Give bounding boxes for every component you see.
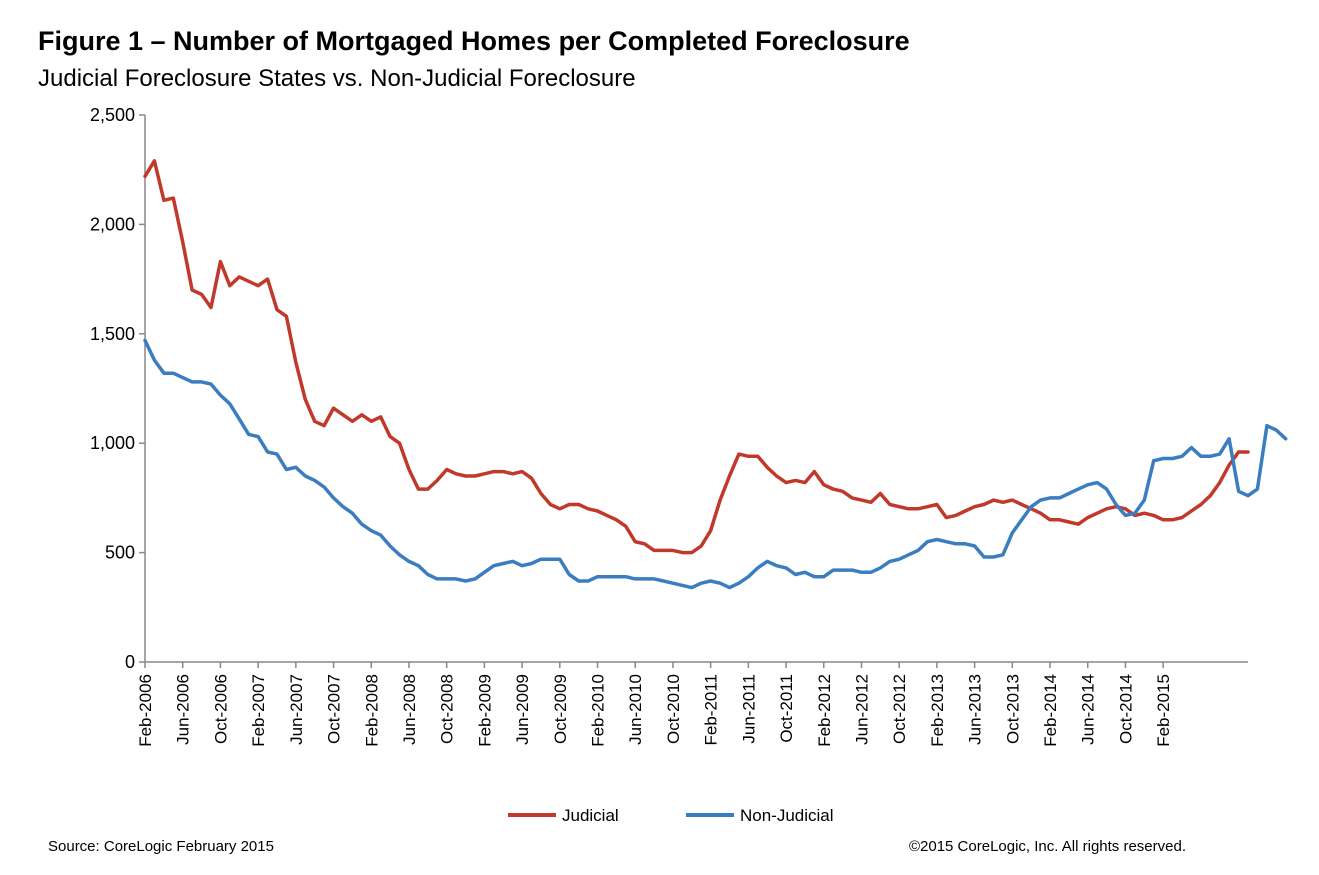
x-tick-label: Jun-2008 [400, 674, 419, 745]
x-tick-label: Feb-2013 [928, 674, 947, 747]
x-tick-label: Feb-2011 [702, 674, 721, 746]
x-tick-label: Feb-2010 [589, 674, 608, 747]
x-tick-label: Feb-2009 [475, 674, 494, 747]
legend-label-non-judicial: Non-Judicial [740, 806, 834, 825]
y-tick-label: 0 [125, 652, 135, 672]
x-tick-label: Jun-2007 [287, 674, 306, 745]
x-tick-label: Jun-2006 [174, 674, 193, 745]
x-tick-label: Feb-2006 [136, 674, 155, 747]
chart-subtitle: Judicial Foreclosure States vs. Non-Judi… [38, 65, 636, 92]
x-tick-label: Feb-2012 [815, 674, 834, 747]
x-tick-label: Jun-2013 [966, 674, 985, 745]
series-layer [143, 159, 1288, 590]
x-tick-label: Oct-2013 [1003, 674, 1022, 744]
x-tick-label: Oct-2011 [777, 674, 796, 743]
x-axis: Feb-2006 Jun-2006 Oct-2006 Feb-2007 Jun-2007… [136, 661, 1248, 747]
series-line-judicial [143, 159, 1250, 555]
y-tick-label: 2,000 [90, 214, 135, 234]
legend: Judicial Non-Judicial [508, 806, 834, 825]
x-tick-label: Oct-2009 [551, 674, 570, 744]
x-tick-label: Oct-2008 [438, 674, 457, 744]
y-axis: 0 500 1,000 1,500 2,000 2,500 [90, 105, 146, 672]
y-tick-label: 1,500 [90, 324, 135, 344]
series-line-non-judicial [143, 338, 1288, 590]
x-tick-label: Oct-2014 [1116, 674, 1135, 744]
x-tick-label: Jun-2011 [739, 674, 758, 744]
x-tick-label: Jun-2014 [1079, 674, 1098, 745]
x-tick-label: Jun-2009 [513, 674, 532, 745]
y-tick-label: 500 [105, 543, 135, 563]
y-tick-label: 1,000 [90, 433, 135, 453]
legend-label-judicial: Judicial [562, 806, 619, 825]
chart-title: Figure 1 – Number of Mortgaged Homes per… [38, 26, 910, 56]
x-tick-label: Jun-2012 [852, 674, 871, 745]
y-tick-label: 2,500 [90, 105, 135, 125]
x-tick-label: Feb-2015 [1154, 674, 1173, 747]
x-tick-label: Feb-2007 [249, 674, 268, 747]
x-tick-label: Feb-2008 [362, 674, 381, 747]
copyright-note: ©2015 CoreLogic, Inc. All rights reserve… [909, 838, 1186, 855]
x-tick-label: Oct-2006 [211, 674, 230, 744]
x-tick-label: Feb-2014 [1041, 674, 1060, 747]
x-tick-label: Jun-2010 [626, 674, 645, 745]
x-tick-label: Oct-2010 [664, 674, 683, 744]
source-note: Source: CoreLogic February 2015 [48, 838, 274, 855]
x-tick-label: Oct-2012 [890, 674, 909, 744]
x-tick-label: Oct-2007 [325, 674, 344, 744]
